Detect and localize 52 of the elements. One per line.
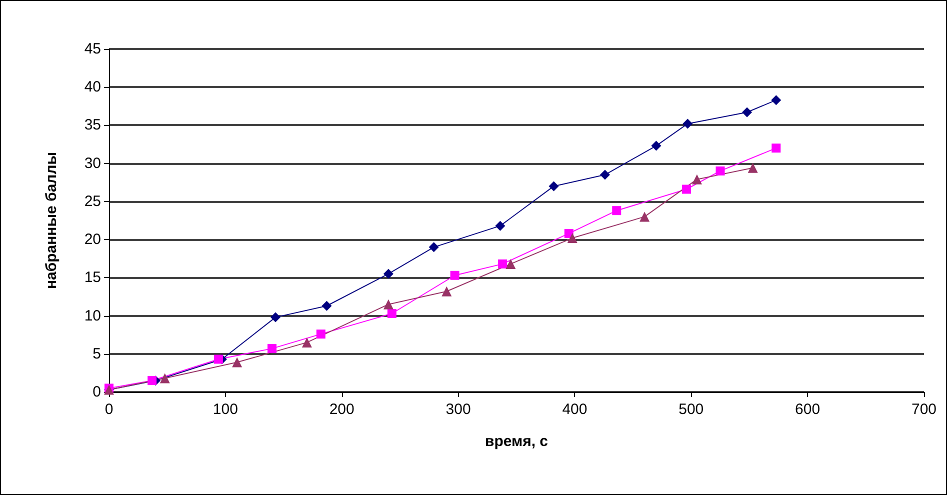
x-tick-label: 0 <box>104 401 114 418</box>
x-tick-label: 500 <box>678 401 704 418</box>
y-tick-label: 35 <box>84 116 101 134</box>
point <box>682 118 693 129</box>
point <box>640 212 650 222</box>
point <box>506 258 516 269</box>
point <box>450 270 460 280</box>
point <box>748 162 758 173</box>
y-tick-label: 5 <box>92 345 101 362</box>
point <box>692 174 702 184</box>
point <box>383 299 394 310</box>
point <box>612 206 622 216</box>
point <box>270 312 280 322</box>
point <box>600 170 610 180</box>
y-tick-label: 45 <box>84 40 101 58</box>
point <box>268 344 276 354</box>
y-tick-label: 25 <box>84 192 101 210</box>
point <box>772 144 781 153</box>
point <box>428 242 439 252</box>
point <box>651 140 662 151</box>
point <box>495 220 506 231</box>
point <box>548 181 559 192</box>
point <box>498 259 508 268</box>
point <box>322 300 332 311</box>
y-tick-label: 40 <box>84 78 101 96</box>
y-tick-label: 15 <box>84 269 101 286</box>
point <box>387 308 396 318</box>
y-tick-label: 0 <box>92 384 101 400</box>
y-tick-label: 20 <box>84 231 101 248</box>
point <box>232 357 242 368</box>
y-tick-label: 10 <box>84 307 101 324</box>
point <box>214 354 223 364</box>
x-tick-label: 700 <box>911 401 937 418</box>
point <box>316 330 326 339</box>
point <box>742 107 752 118</box>
point <box>302 337 312 348</box>
x-tick-label: 200 <box>329 401 354 418</box>
point <box>682 184 691 194</box>
x-tick-label: 300 <box>446 401 471 418</box>
x-tick-label: 400 <box>562 401 588 418</box>
x-tick-label: 600 <box>795 401 820 418</box>
x-tick-label: 100 <box>212 401 238 418</box>
x-axis-title: время, с <box>484 433 548 450</box>
point <box>160 373 170 384</box>
point <box>442 286 452 296</box>
point <box>567 233 578 244</box>
point <box>383 268 394 279</box>
point <box>148 376 157 386</box>
y-axis-title: набранные баллы <box>43 152 60 290</box>
point <box>716 166 725 176</box>
y-tick-label: 30 <box>84 154 101 172</box>
point <box>771 95 782 106</box>
